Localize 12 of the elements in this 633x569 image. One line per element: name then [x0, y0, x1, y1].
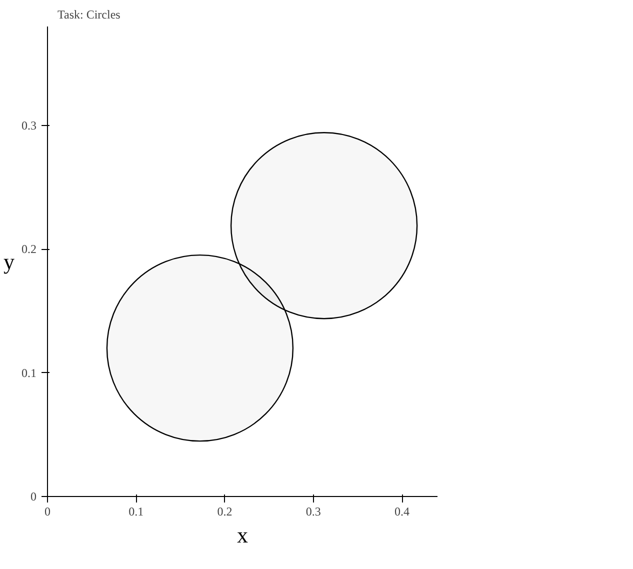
y-tick-label: 0.1 [22, 366, 36, 380]
y-tick-label: 0.2 [22, 242, 36, 256]
x-tick-label: 0.4 [394, 504, 410, 518]
x-axis-title: x [237, 522, 248, 548]
y-tick-label: 0.3 [22, 118, 36, 132]
x-tick-label: 0.2 [217, 504, 232, 518]
x-tick-label: 0.1 [128, 504, 144, 518]
y-axis-title: y [4, 249, 14, 274]
x-tick-label: 0.3 [306, 504, 321, 518]
x-tick-label: 0 [44, 504, 50, 518]
chart-title: Task: Circles [58, 8, 121, 22]
y-tick-label: 0 [30, 490, 36, 504]
